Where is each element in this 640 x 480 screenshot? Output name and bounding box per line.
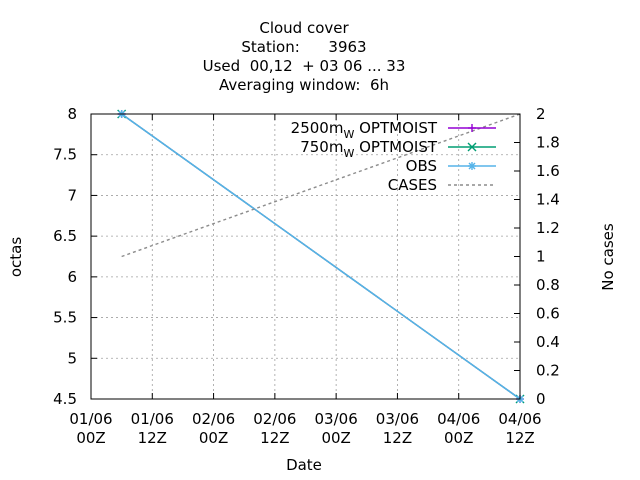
x-axis-label: Date xyxy=(286,456,322,474)
x-tick-label-date: 04/06 xyxy=(437,410,480,428)
legend-label-1: 2500mW OPTMOIST xyxy=(291,119,438,141)
x-tick-label-date: 01/06 xyxy=(69,410,112,428)
x-tick-label-time: 12Z xyxy=(260,429,289,447)
point-marker xyxy=(467,142,477,152)
y2-tick-label: 0.4 xyxy=(536,333,560,351)
y-tick-label: 4.5 xyxy=(53,390,77,408)
point-marker xyxy=(468,124,476,132)
title-line-4: Averaging window: 6h xyxy=(219,76,389,94)
y-tick-label: 5 xyxy=(67,349,77,367)
chart-title: Cloud cover Station: 3963 Used 00,12 + 0… xyxy=(203,19,406,94)
y-tick-label: 6.5 xyxy=(53,227,77,245)
x-tick-label-date: 02/06 xyxy=(253,410,296,428)
x-tick-label-time: 00Z xyxy=(444,429,473,447)
x-tick-label-date: 01/06 xyxy=(131,410,174,428)
y-tick-label: 7 xyxy=(67,186,77,204)
y2-tick-label: 1.4 xyxy=(536,191,560,209)
axes: 4.5 5 5.5 6 6.5 7 7.5 8 0 0.2 0.4 0.6 0.8 1 1.2 1.4 1.6 1… xyxy=(53,105,560,447)
y-tick-label: 8 xyxy=(67,105,77,123)
y2-tick-label: 1.6 xyxy=(536,162,560,180)
legend-label-3: OBS xyxy=(406,157,437,175)
series-line-cases xyxy=(121,113,521,258)
x-tick-label-time: 12Z xyxy=(505,429,534,447)
y2-tick-label: 0.2 xyxy=(536,362,560,380)
y-tick-label: 6 xyxy=(67,268,77,286)
title-line-1: Cloud cover xyxy=(259,19,349,37)
x-tick-label-time: 12Z xyxy=(138,429,167,447)
legend-label-4: CASES xyxy=(388,176,437,194)
plot-frame xyxy=(90,113,521,400)
series-line-obs xyxy=(121,113,521,400)
y2-tick-label: 1.2 xyxy=(536,219,560,237)
title-line-2: Station: 3963 xyxy=(241,38,366,56)
y-axis-label: octas xyxy=(7,237,25,277)
x-tick-label-time: 00Z xyxy=(76,429,105,447)
x-tick-label-date: 03/06 xyxy=(315,410,358,428)
x-tick-label-time: 00Z xyxy=(199,429,228,447)
grid xyxy=(91,114,520,399)
y2-tick-label: 0 xyxy=(536,390,546,408)
y2-tick-label: 0.8 xyxy=(536,276,560,294)
y2-tick-label: 1.8 xyxy=(536,134,560,152)
x-tick-label-time: 00Z xyxy=(321,429,350,447)
x-tick-label-time: 12Z xyxy=(383,429,412,447)
x-tick-label-date: 04/06 xyxy=(498,410,541,428)
legend-label-2: 750mW OPTMOIST xyxy=(300,138,438,160)
x-tick-label-date: 03/06 xyxy=(376,410,419,428)
y-tick-label: 7.5 xyxy=(53,146,77,164)
y-tick-label: 5.5 xyxy=(53,309,77,327)
point-marker xyxy=(468,162,476,170)
y2-tick-label: 2 xyxy=(536,105,546,123)
x-tick-label-date: 02/06 xyxy=(192,410,235,428)
y2-axis-label: No cases xyxy=(599,223,617,291)
y2-tick-label: 1 xyxy=(536,248,546,266)
title-line-3: Used 00,12 + 03 06 ... 33 xyxy=(203,57,406,75)
y2-tick-label: 0.6 xyxy=(536,305,560,323)
